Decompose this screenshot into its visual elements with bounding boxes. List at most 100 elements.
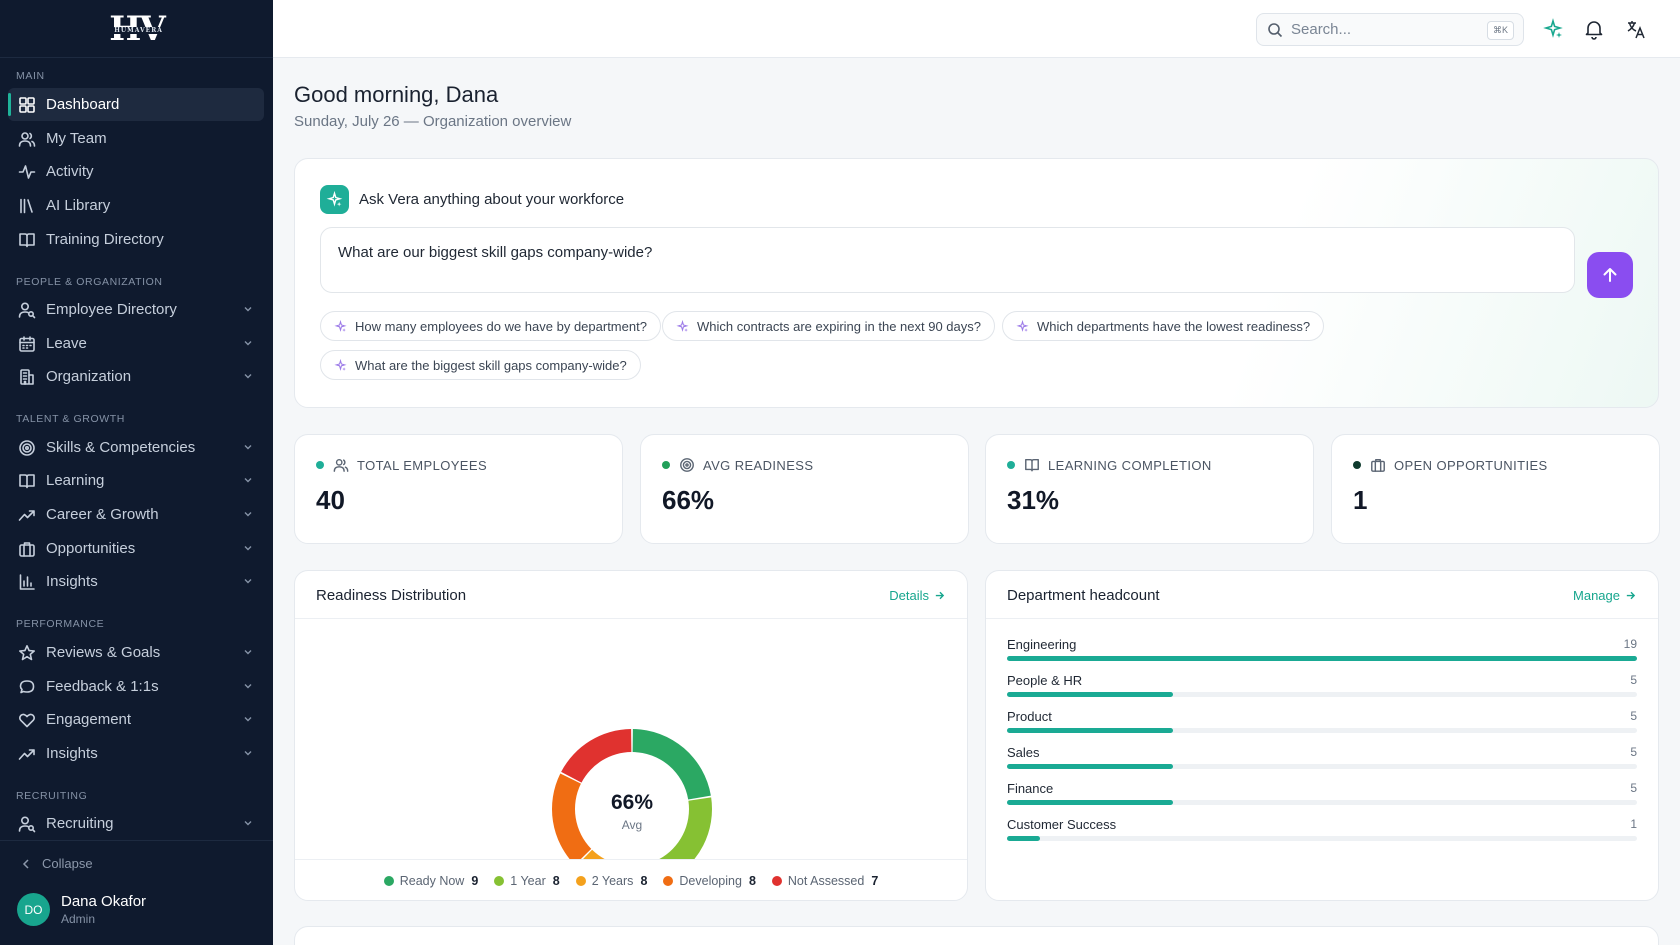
translate-icon[interactable] bbox=[1625, 18, 1647, 40]
sidebar-item-insights[interactable]: Insights bbox=[8, 565, 264, 598]
suggestion-chip[interactable]: Which contracts are expiring in the next… bbox=[662, 311, 995, 341]
sidebar-item-ai-library[interactable]: AI Library bbox=[8, 189, 264, 222]
activity-icon bbox=[18, 164, 36, 179]
sidebar-item-label: Dashboard bbox=[46, 96, 120, 113]
department-row[interactable]: Finance 5 bbox=[1007, 781, 1637, 817]
bar-track bbox=[1007, 764, 1637, 769]
donut-slice-1-year[interactable] bbox=[658, 797, 712, 859]
calendar-icon bbox=[19, 335, 35, 352]
donut-slice-ready-now[interactable] bbox=[632, 729, 711, 800]
bell-icon[interactable] bbox=[1583, 18, 1605, 40]
sparkles-icon bbox=[334, 358, 347, 371]
sidebar-item-skills-competencies[interactable]: Skills & Competencies bbox=[8, 431, 264, 464]
search-icon bbox=[1268, 22, 1283, 37]
bar-track bbox=[1007, 728, 1637, 733]
manage-link[interactable]: Manage bbox=[1573, 588, 1636, 603]
chevron-down-icon bbox=[244, 512, 252, 517]
status-dot bbox=[1353, 461, 1361, 469]
legend-label: 2 Years bbox=[591, 873, 634, 888]
ai-badge bbox=[320, 185, 349, 214]
brand-logo[interactable]: HV HUMAVERA bbox=[0, 0, 273, 58]
sparkles-icon bbox=[1016, 319, 1029, 332]
nav-section-label: RECRUITING bbox=[16, 790, 88, 802]
building-icon bbox=[20, 368, 34, 385]
chevron-down-icon bbox=[244, 445, 252, 450]
search-input[interactable] bbox=[1291, 21, 1481, 38]
sidebar-item-feedback-1-1s[interactable]: Feedback & 1:1s bbox=[8, 670, 264, 703]
sidebar-item-employee-directory[interactable]: Employee Directory bbox=[8, 293, 264, 326]
donut-slice-2-years[interactable] bbox=[576, 849, 667, 859]
details-link[interactable]: Details bbox=[889, 588, 945, 603]
search-box[interactable]: ⌘K bbox=[1256, 13, 1524, 46]
readiness-distribution-card: Readiness Distribution Details 66% Avg R… bbox=[294, 570, 968, 901]
grid-icon bbox=[19, 96, 35, 113]
sidebar-item-label: Training Directory bbox=[46, 231, 164, 248]
donut-center-value: 66% bbox=[611, 791, 653, 814]
chevron-down-icon bbox=[244, 821, 252, 826]
sidebar-item-recruiting[interactable]: Recruiting bbox=[8, 807, 264, 840]
briefcase-icon bbox=[1371, 458, 1385, 472]
sidebar-item-activity[interactable]: Activity bbox=[8, 155, 264, 188]
arrow-right-icon bbox=[1626, 591, 1636, 600]
sidebar-item-training-directory[interactable]: Training Directory bbox=[8, 223, 264, 256]
legend-item: Ready Now 9 bbox=[383, 874, 478, 888]
ask-title: Ask Vera anything about your workforce bbox=[359, 191, 625, 208]
manage-link-label: Manage bbox=[1573, 588, 1620, 603]
sidebar-item-reviews-goals[interactable]: Reviews & Goals bbox=[8, 636, 264, 669]
sidebar-item-label: Leave bbox=[46, 335, 87, 352]
department-row[interactable]: Engineering 19 bbox=[1007, 637, 1637, 673]
chevron-down-icon bbox=[244, 546, 252, 551]
sidebar-item-my-team[interactable]: My Team bbox=[8, 122, 264, 155]
sidebar-item-opportunities[interactable]: Opportunities bbox=[8, 532, 264, 565]
sidebar-item-label: Career & Growth bbox=[46, 506, 159, 523]
ask-input[interactable]: What are our biggest skill gaps company-… bbox=[320, 227, 1575, 293]
department-count: 5 bbox=[1630, 781, 1637, 795]
arrow-right-icon bbox=[935, 591, 945, 600]
sidebar-item-learning[interactable]: Learning bbox=[8, 464, 264, 497]
sidebar-item-label: Activity bbox=[46, 163, 94, 180]
legend-swatch bbox=[771, 875, 782, 886]
send-button[interactable] bbox=[1587, 252, 1633, 298]
user-name: Dana Okafor bbox=[61, 893, 147, 910]
department-row[interactable]: Customer Success 1 bbox=[1007, 817, 1637, 853]
bar-fill bbox=[1007, 692, 1173, 697]
department-row[interactable]: Product 5 bbox=[1007, 709, 1637, 745]
department-row[interactable]: People & HR 5 bbox=[1007, 673, 1637, 709]
stat-card: OPEN OPPORTUNITIES 1 bbox=[1331, 434, 1660, 544]
suggestion-chip[interactable]: What are the biggest skill gaps company-… bbox=[320, 350, 641, 380]
chevron-down-icon bbox=[244, 341, 252, 346]
topbar: ⌘K bbox=[273, 0, 1680, 58]
sidebar-item-leave[interactable]: Leave bbox=[8, 327, 264, 360]
readiness-donut-chart: 66% Avg bbox=[552, 729, 712, 859]
chevron-down-icon bbox=[244, 717, 252, 722]
user-profile[interactable]: DO Dana Okafor Admin bbox=[17, 893, 146, 926]
collapse-button[interactable]: Collapse bbox=[20, 856, 93, 871]
suggestion-chip-label: Which contracts are expiring in the next… bbox=[697, 318, 981, 334]
department-name: Engineering bbox=[1007, 637, 1077, 652]
user-role: Admin bbox=[61, 912, 96, 926]
bar-track bbox=[1007, 800, 1637, 805]
sidebar-item-engagement[interactable]: Engagement bbox=[8, 703, 264, 736]
arrow-up-icon bbox=[1603, 268, 1617, 282]
legend-item: 1 Year 8 bbox=[494, 874, 560, 888]
legend-value: 8 bbox=[640, 873, 648, 888]
sidebar-item-label: Feedback & 1:1s bbox=[46, 678, 159, 695]
legend-item: 2 Years 8 bbox=[575, 873, 648, 888]
sidebar-item-organization[interactable]: Organization bbox=[8, 360, 264, 393]
stat-value: 31% bbox=[1007, 485, 1060, 515]
suggestion-chip[interactable]: How many employees do we have by departm… bbox=[320, 311, 661, 341]
suggestion-chip[interactable]: Which departments have the lowest readin… bbox=[1002, 311, 1325, 341]
sparkles-icon[interactable] bbox=[1542, 18, 1564, 40]
sidebar-item-label: My Team bbox=[46, 130, 107, 147]
donut-slice-not-assessed[interactable] bbox=[561, 729, 632, 783]
sidebar-item-label: Organization bbox=[46, 368, 132, 385]
donut-slice-developing[interactable] bbox=[552, 773, 592, 859]
sidebar-item-dashboard[interactable]: Dashboard bbox=[8, 88, 264, 121]
sidebar-item-insights[interactable]: Insights bbox=[8, 737, 264, 770]
bar-track bbox=[1007, 836, 1637, 841]
heart-icon bbox=[19, 713, 35, 727]
department-row[interactable]: Sales 5 bbox=[1007, 745, 1637, 781]
sidebar-item-career-growth[interactable]: Career & Growth bbox=[8, 498, 264, 531]
chevron-down-icon bbox=[244, 579, 252, 584]
bar-fill bbox=[1007, 836, 1041, 841]
